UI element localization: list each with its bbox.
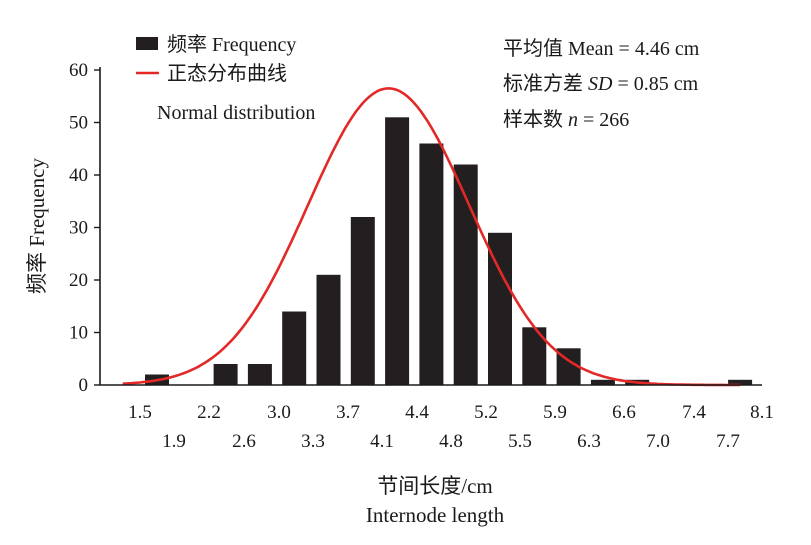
- stat-mean-prefix: 平均值 Mean =: [503, 37, 635, 60]
- x-tick-label-row1: 5.9: [543, 402, 567, 423]
- bar: [453, 164, 478, 385]
- bars-group: [145, 117, 753, 386]
- stat-n-value: = 266: [578, 109, 629, 131]
- x-tick-label-row2: 6.3: [577, 431, 601, 452]
- x-tick-label-row2: 1.9: [162, 431, 186, 452]
- stat-n: 样本数 n = 266: [503, 108, 629, 131]
- x-tick-label-row2: 7.0: [646, 431, 670, 452]
- y-tick-label: 20: [69, 270, 88, 291]
- x-tick-label-row1: 8.1: [750, 402, 774, 423]
- bar: [350, 217, 375, 385]
- x-tick-label-row2: 7.7: [716, 431, 740, 452]
- stat-sd-prefix: 标准方差: [503, 72, 588, 95]
- bar: [419, 143, 444, 385]
- bar: [385, 117, 410, 386]
- y-tick-label: 30: [69, 218, 88, 239]
- x-tick-label-row1: 1.5: [128, 402, 152, 423]
- stat-sd-value: = 0.85 cm: [612, 73, 698, 95]
- x-tick-label-row1: 4.4: [405, 402, 429, 423]
- bar: [316, 274, 341, 386]
- x-tick-label-row1: 7.4: [682, 402, 706, 423]
- y-tick-label: 60: [69, 60, 88, 81]
- stat-sd-symbol: SD: [588, 73, 613, 95]
- legend-bar-swatch: [136, 37, 158, 50]
- x-tick-label-row2: 4.1: [370, 431, 394, 452]
- stat-sd: 标准方差 SD = 0.85 cm: [503, 72, 699, 95]
- y-tick-label: 0: [79, 375, 89, 396]
- y-axis-title: 频率 Frequency: [25, 158, 49, 294]
- stat-n-prefix: 样本数: [503, 108, 568, 131]
- x-tick-label-row1: 6.6: [612, 402, 636, 423]
- x-axis-title-cn: 节间长度/cm: [377, 474, 493, 498]
- x-tick-label-row1: 3.0: [267, 402, 291, 423]
- bar: [728, 379, 753, 386]
- bar: [590, 379, 615, 386]
- x-tick-label-row2: 2.6: [232, 431, 256, 452]
- y-tick-label: 40: [69, 165, 88, 186]
- y-tick-label: 10: [69, 323, 88, 344]
- x-tick-label-row2: 5.5: [508, 431, 532, 452]
- x-ticks-group: 1.5 2.2 3.0 3.7 4.4 5.2 5.9 6.6 7.4 8.1 1.9 2.6 3.3 4…: [128, 402, 774, 452]
- x-tick-label-row1: 3.7: [336, 402, 360, 423]
- x-tick-label-row1: 5.2: [474, 402, 498, 423]
- normal-curve: [122, 87, 741, 387]
- x-tick-label-row1: 2.2: [197, 402, 221, 423]
- bar: [488, 232, 512, 386]
- legend-curve-label-en: Normal distribution: [157, 102, 315, 124]
- stat-mean-value: 4.46 cm: [635, 38, 700, 60]
- x-tick-label-row2: 3.3: [301, 431, 325, 452]
- y-ticks-group: 0 10 20 30 40 50 60: [69, 60, 100, 396]
- legend-bar-label: 频率 Frequency: [167, 33, 296, 56]
- bar: [247, 364, 272, 385]
- x-axis-title-en: Internode length: [366, 503, 505, 527]
- legend-curve-label: 正态分布曲线: [167, 62, 287, 85]
- bar: [282, 311, 307, 385]
- stat-n-symbol: n: [568, 109, 578, 131]
- bar: [213, 364, 238, 385]
- x-tick-label-row2: 4.8: [439, 431, 463, 452]
- y-tick-label: 50: [69, 113, 88, 134]
- stat-mean: 平均值 Mean = 4.46 cm: [503, 37, 700, 60]
